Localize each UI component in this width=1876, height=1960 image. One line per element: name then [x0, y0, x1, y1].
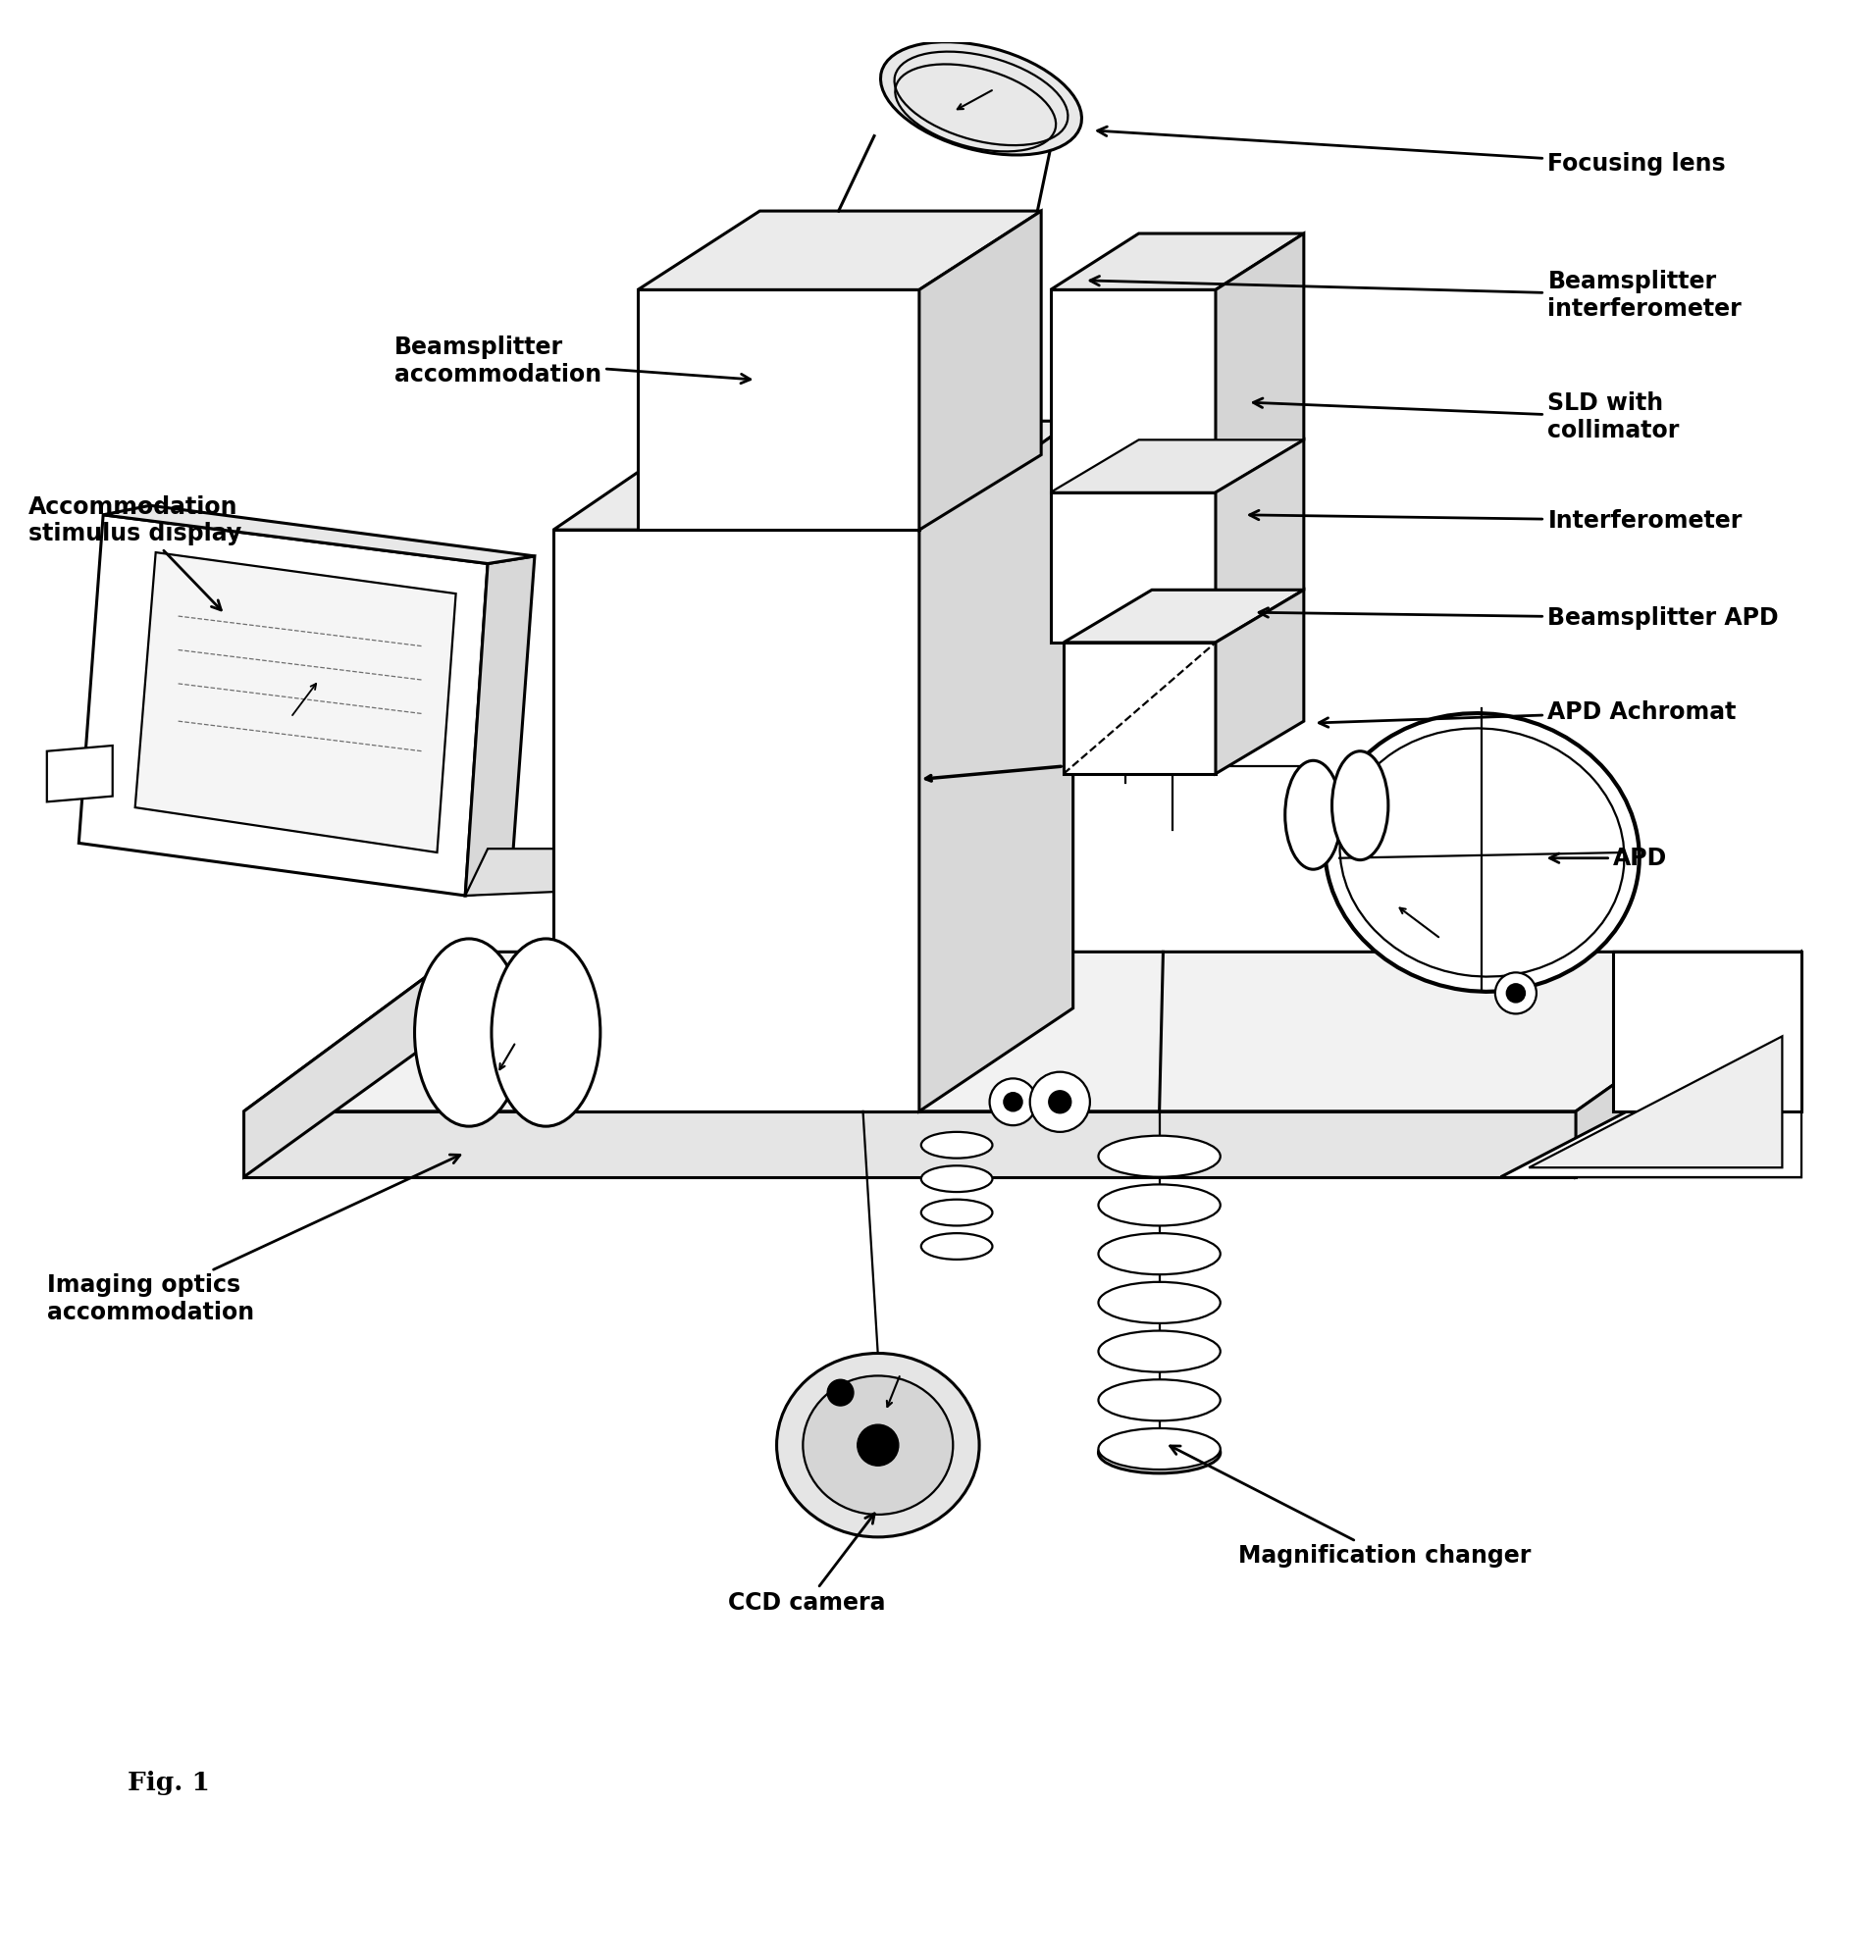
Ellipse shape: [1285, 760, 1341, 870]
Ellipse shape: [991, 1078, 1036, 1125]
Text: Imaging optics
accommodation: Imaging optics accommodation: [47, 1154, 460, 1325]
Polygon shape: [638, 212, 1041, 290]
Polygon shape: [1051, 439, 1304, 492]
Ellipse shape: [857, 1425, 899, 1466]
Ellipse shape: [1097, 1331, 1219, 1372]
Text: Magnification changer: Magnification changer: [1171, 1446, 1531, 1568]
Text: Focusing lens: Focusing lens: [1097, 127, 1726, 176]
Polygon shape: [1501, 1021, 1801, 1176]
Text: CCD camera: CCD camera: [728, 1513, 885, 1615]
Ellipse shape: [1097, 1282, 1219, 1323]
Polygon shape: [919, 421, 1073, 1111]
Polygon shape: [244, 1111, 1576, 1176]
Polygon shape: [79, 515, 488, 896]
Polygon shape: [553, 529, 919, 1111]
Polygon shape: [1051, 233, 1304, 290]
Ellipse shape: [1097, 1184, 1219, 1225]
Text: Accommodation
stimulus display: Accommodation stimulus display: [28, 496, 242, 610]
Ellipse shape: [1097, 1135, 1219, 1176]
Ellipse shape: [1097, 1429, 1219, 1470]
Text: Beamsplitter
accommodation: Beamsplitter accommodation: [394, 335, 750, 386]
Ellipse shape: [803, 1376, 953, 1515]
Ellipse shape: [415, 939, 523, 1127]
Polygon shape: [1064, 643, 1216, 774]
Polygon shape: [1501, 1021, 1801, 1176]
Polygon shape: [1051, 492, 1216, 643]
Ellipse shape: [1049, 1090, 1071, 1113]
Polygon shape: [638, 290, 919, 529]
Polygon shape: [465, 849, 553, 896]
Polygon shape: [465, 557, 535, 896]
Ellipse shape: [827, 1380, 854, 1405]
Polygon shape: [553, 421, 1073, 529]
Polygon shape: [1216, 590, 1304, 774]
Text: Beamsplitter
interferometer: Beamsplitter interferometer: [1090, 270, 1741, 321]
Ellipse shape: [492, 939, 600, 1127]
Ellipse shape: [921, 1166, 992, 1192]
Ellipse shape: [1332, 751, 1388, 860]
Polygon shape: [47, 745, 113, 802]
Ellipse shape: [1030, 1072, 1090, 1133]
Polygon shape: [244, 953, 460, 1176]
Text: Fig. 1: Fig. 1: [128, 1770, 210, 1795]
Ellipse shape: [1495, 972, 1536, 1013]
Polygon shape: [1576, 953, 1801, 1176]
Ellipse shape: [1004, 1092, 1022, 1111]
Polygon shape: [1529, 1037, 1782, 1168]
Polygon shape: [1064, 590, 1304, 643]
Polygon shape: [1613, 953, 1801, 1111]
Ellipse shape: [921, 1233, 992, 1260]
Polygon shape: [1051, 290, 1216, 492]
Text: APD Achromat: APD Achromat: [1319, 700, 1737, 727]
Ellipse shape: [1097, 1380, 1219, 1421]
Polygon shape: [244, 953, 1801, 1111]
Polygon shape: [103, 506, 535, 564]
Ellipse shape: [1506, 984, 1525, 1002]
Ellipse shape: [1097, 1233, 1219, 1274]
Text: SLD with
collimator: SLD with collimator: [1253, 392, 1679, 443]
Polygon shape: [919, 212, 1041, 529]
Ellipse shape: [1097, 1433, 1219, 1474]
Ellipse shape: [880, 41, 1082, 155]
Ellipse shape: [921, 1133, 992, 1158]
Polygon shape: [1216, 233, 1304, 492]
Ellipse shape: [1324, 713, 1640, 992]
Polygon shape: [1216, 439, 1304, 643]
Polygon shape: [135, 553, 456, 853]
Text: Beamsplitter APD: Beamsplitter APD: [1259, 606, 1778, 629]
Text: Interferometer: Interferometer: [1249, 510, 1743, 533]
Ellipse shape: [921, 1200, 992, 1225]
Text: APD: APD: [1550, 847, 1668, 870]
Ellipse shape: [777, 1352, 979, 1537]
